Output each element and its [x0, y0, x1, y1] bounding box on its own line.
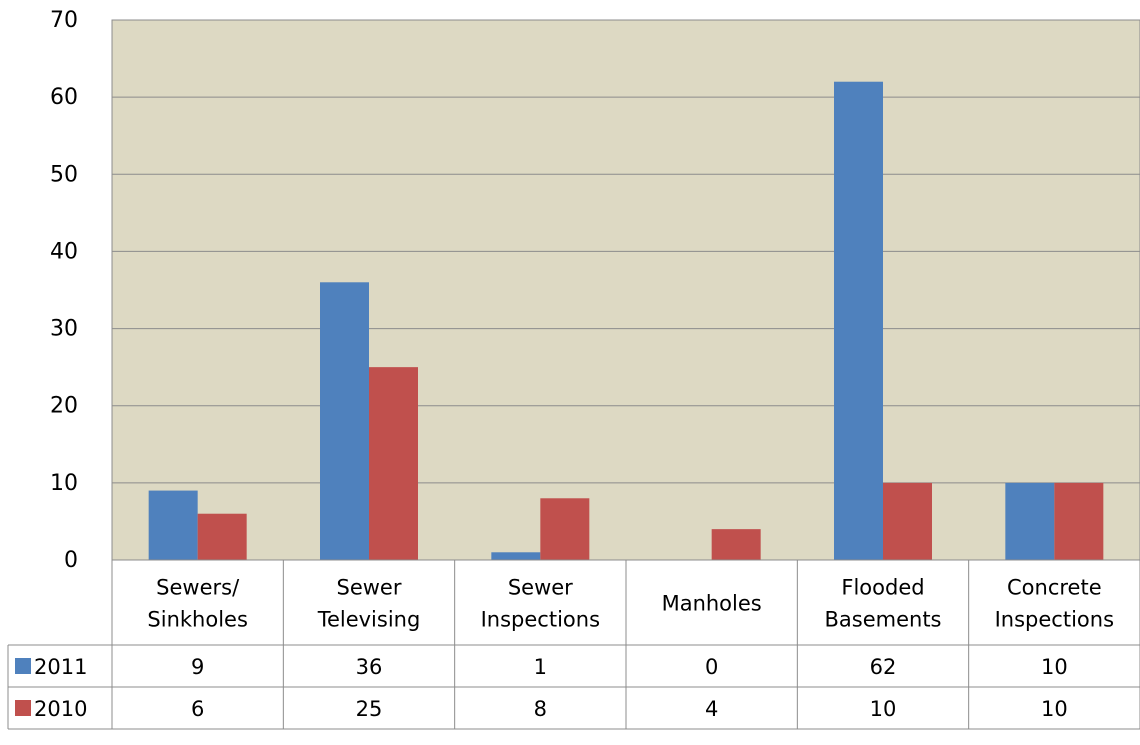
bar-2010-5 — [1054, 482, 1104, 560]
data-value: 4 — [705, 697, 718, 721]
category-label: Manholes — [662, 592, 762, 616]
data-value: 10 — [870, 697, 897, 721]
plot-area — [111, 19, 1140, 561]
bar-2011-5 — [1005, 482, 1055, 560]
y-tick-label: 10 — [50, 471, 78, 496]
category-label: Basements — [825, 608, 942, 632]
category-label: Televising — [317, 608, 421, 632]
data-value: 36 — [356, 655, 383, 679]
bar-2011-1 — [320, 282, 369, 560]
y-tick-label: 50 — [50, 162, 78, 187]
y-axis-ticks: 0 10 20 30 40 50 60 70 — [50, 8, 78, 573]
gridlines — [112, 19, 1140, 484]
y-tick-label: 40 — [50, 239, 78, 264]
y-tick-label: 70 — [50, 8, 78, 33]
category-label: Flooded — [841, 576, 924, 600]
y-tick-label: 30 — [50, 317, 78, 342]
bar-2011-4 — [834, 81, 883, 560]
data-value: 10 — [1041, 655, 1068, 679]
data-value: 10 — [1041, 697, 1068, 721]
data-value: 8 — [534, 697, 547, 721]
data-value: 6 — [191, 697, 204, 721]
data-value: 1 — [534, 655, 547, 679]
category-label: Sewer — [337, 576, 402, 600]
category-label: Sinkholes — [147, 608, 248, 632]
data-value: 0 — [705, 655, 718, 679]
category-label: Inspections — [995, 608, 1114, 632]
data-value: 9 — [191, 655, 204, 679]
bar-2010-3 — [711, 529, 761, 560]
y-tick-label: 60 — [50, 85, 78, 110]
legend-key-2011 — [15, 658, 31, 674]
bar-2010-4 — [883, 482, 932, 560]
data-value: 62 — [870, 655, 897, 679]
legend-key-2010 — [15, 700, 31, 716]
data-value: 25 — [356, 697, 383, 721]
bars — [148, 81, 1104, 560]
bar-2011-0 — [148, 490, 198, 560]
y-tick-label: 0 — [64, 548, 78, 573]
bar-2010-2 — [540, 498, 590, 560]
bar-2010-1 — [369, 367, 418, 560]
series-name: 2011 — [34, 655, 87, 679]
series-name: 2010 — [34, 697, 87, 721]
category-label: Sewer — [508, 576, 573, 600]
y-tick-label: 20 — [50, 394, 78, 419]
category-label: Sewers/ — [156, 576, 240, 600]
data-table: Sewers/Sinkholes Sewer Televising Sewer Insp… — [7, 559, 1140, 730]
category-label: Inspections — [481, 608, 600, 632]
bar-2010-0 — [197, 513, 247, 560]
bar-2011-2 — [491, 552, 541, 560]
category-label: Concrete — [1007, 576, 1102, 600]
